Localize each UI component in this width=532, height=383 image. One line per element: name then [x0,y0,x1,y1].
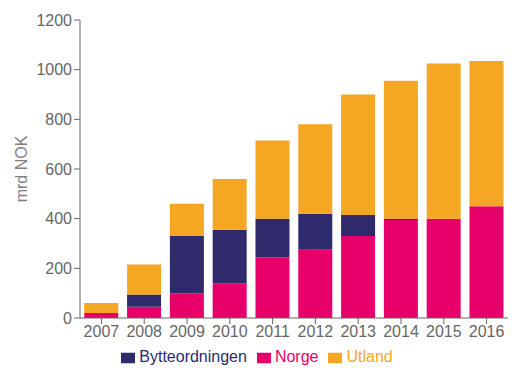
svg-text:2007: 2007 [84,323,120,340]
svg-text:2011: 2011 [255,323,290,340]
svg-text:2016: 2016 [469,323,505,340]
svg-text:2009: 2009 [169,323,205,340]
svg-text:1000: 1000 [36,61,72,78]
svg-text:200: 200 [45,260,72,277]
svg-text:2014: 2014 [383,323,419,340]
svg-text:2008: 2008 [126,323,162,340]
svg-text:600: 600 [45,161,72,178]
svg-text:0: 0 [63,310,72,327]
html-text:Bytteordningen: Bytteordningen [139,348,247,365]
svg-text:2010: 2010 [212,323,248,340]
svg-text:mrd NOK: mrd NOK [13,135,30,202]
svg-text:400: 400 [45,210,72,227]
html-text:Utland: Utland [346,348,393,365]
html-text:Norge: Norge [274,348,319,365]
svg-text:2012: 2012 [298,323,334,340]
svg-text:1200: 1200 [36,12,72,29]
svg-text:2015: 2015 [426,323,462,340]
svg-text:800: 800 [45,111,72,128]
svg-text:2013: 2013 [340,323,376,340]
